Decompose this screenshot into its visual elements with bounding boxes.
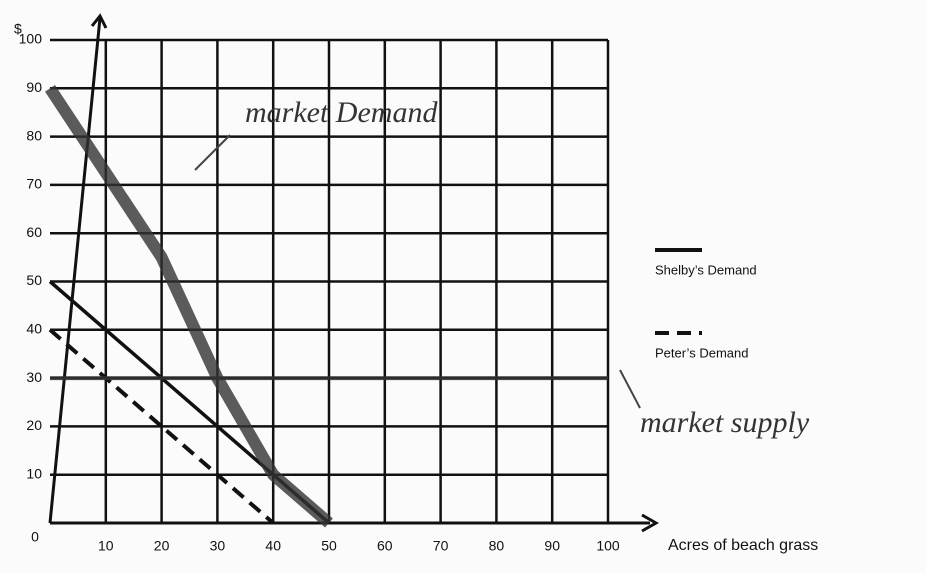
y-tick-label: 80	[26, 127, 42, 143]
y-tick-label: 90	[26, 79, 42, 95]
x-tick-label: 60	[377, 538, 393, 554]
y-axis	[48, 17, 102, 524]
y-axis-arrow	[90, 13, 108, 29]
y-tick-label: 20	[26, 417, 42, 433]
y-tick-label: 50	[26, 272, 42, 288]
y-tick-label: 70	[26, 176, 42, 192]
x-axis-arrow	[641, 513, 660, 533]
handwritten-label: market supply	[640, 406, 810, 439]
legend-label: Shelby’s Demand	[655, 262, 757, 277]
x-axis-label: Acres of beach grass	[668, 537, 818, 554]
x-tick-label: 100	[596, 538, 620, 554]
handwritten-stroke	[619, 369, 641, 409]
legend-label: Peter’s Demand	[655, 345, 748, 360]
y-tick-label: 100	[19, 31, 43, 47]
y-tick-label: 40	[26, 321, 42, 337]
handwritten-stroke	[194, 134, 231, 171]
x-tick-label: 90	[544, 538, 560, 554]
y-axis-label: $	[14, 21, 22, 37]
x-tick-label: 10	[98, 538, 114, 554]
y-tick-label: 10	[26, 465, 42, 481]
x-tick-label: 40	[265, 538, 281, 554]
x-tick-label: 50	[321, 538, 337, 554]
x-tick-label: 20	[154, 538, 170, 554]
handwritten-label: market Demand	[245, 96, 438, 129]
x-tick-label: 70	[433, 538, 449, 554]
y-tick-label: 0	[31, 529, 39, 545]
x-tick-label: 80	[489, 538, 505, 554]
x-tick-label: 30	[210, 538, 226, 554]
series-line	[48, 328, 275, 525]
y-tick-label: 60	[26, 224, 42, 240]
y-tick-label: 30	[26, 369, 42, 385]
